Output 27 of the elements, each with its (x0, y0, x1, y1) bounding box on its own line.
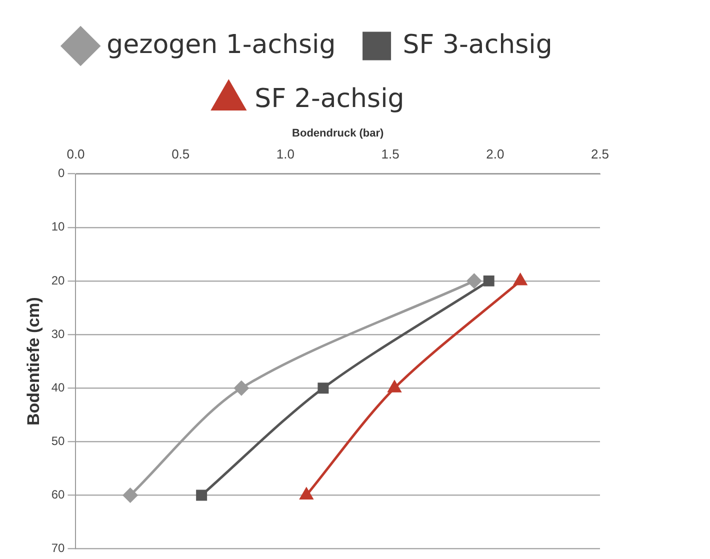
x-tick-label: 2.5 (590, 146, 610, 162)
x-tick-label: 1.5 (381, 146, 400, 162)
legend-label: gezogen 1-achsig (106, 30, 336, 60)
y-tick-label: 30 (51, 326, 66, 341)
y-tick-label: 60 (51, 488, 66, 502)
point (483, 275, 494, 286)
y-tick-label: 50 (51, 434, 66, 448)
y-tick-label: 20 (51, 273, 66, 288)
x-tick-label: 1.0 (276, 146, 294, 162)
x-tick-label: 0.5 (172, 146, 190, 162)
point (123, 488, 138, 502)
point (388, 380, 401, 392)
point (318, 382, 329, 394)
y-axis-title: Bodentiefe (cm) (24, 297, 43, 426)
legend-label: SF 3-achsig (402, 30, 552, 60)
legend-label: SF 2-achsig (254, 84, 404, 114)
x-axis-title: Bodendruck (bar) (292, 128, 384, 140)
point (196, 490, 208, 501)
y-tick-label: 70 (51, 541, 66, 556)
point (234, 380, 249, 396)
x-tick-label: 0.0 (66, 146, 85, 162)
y-tick-label: 10 (51, 220, 66, 234)
x-tick-label: 2.0 (486, 146, 504, 162)
point (514, 274, 527, 286)
point (466, 274, 482, 288)
y-tick-label: 40 (51, 380, 66, 394)
y-tick-label: 0 (58, 166, 66, 180)
